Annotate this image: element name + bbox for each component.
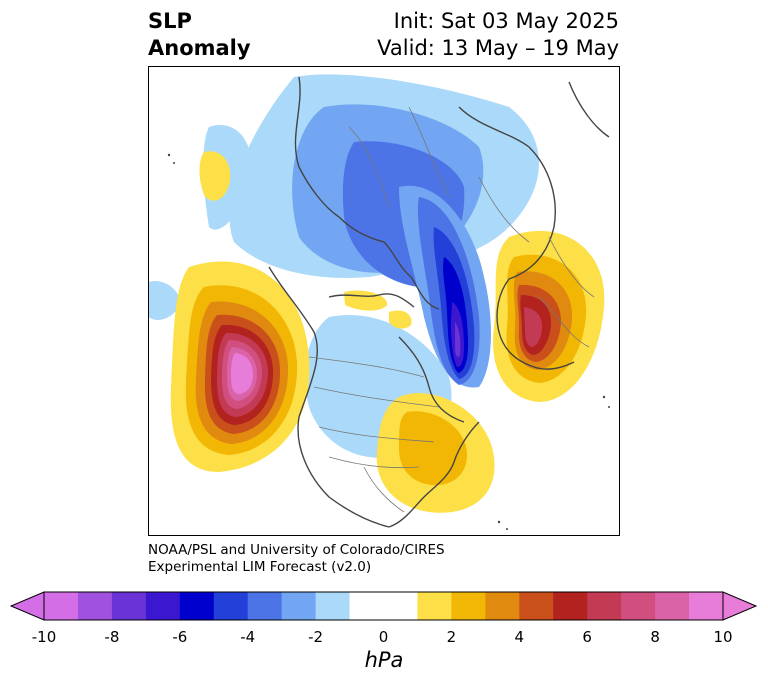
chart-title: SLP Anomaly — [148, 8, 251, 62]
colorbar-tick-label: -4 — [240, 628, 256, 646]
colorbar-tick-label: -6 — [172, 628, 188, 646]
colorbar-tick-label: 4 — [514, 628, 525, 646]
colorbar-segment — [417, 592, 452, 620]
colorbar-segment — [281, 592, 317, 620]
colorbar-segment — [553, 592, 588, 620]
credit-line-1: NOAA/PSL and University of Colorado/CIRE… — [148, 542, 445, 558]
colorbar-unit: hPa — [364, 648, 404, 672]
forecast-dates: Init: Sat 03 May 2025 Valid: 13 May – 19… — [377, 8, 619, 62]
init-date: Init: Sat 03 May 2025 — [393, 9, 619, 33]
islands — [167, 153, 610, 530]
colorbar-segment — [519, 592, 554, 620]
colorbar-segment — [77, 592, 113, 620]
colorbar-segment — [689, 592, 724, 620]
map-svg — [149, 74, 610, 530]
colorbar-segment — [213, 592, 249, 620]
colorbar-tick-label: -2 — [308, 628, 324, 646]
colorbar-tick-label: 0 — [378, 628, 389, 646]
credit-line-2: Experimental LIM Forecast (v2.0) — [148, 559, 372, 575]
colorbar-segment — [383, 592, 418, 620]
colorbar-tick-label: 10 — [713, 628, 733, 646]
slp-anomaly-map — [148, 66, 620, 536]
colorbar-tick-label: 6 — [582, 628, 592, 646]
colorbar-segment — [451, 592, 486, 620]
valid-dates: Valid: 13 May – 19 May — [377, 36, 619, 60]
colorbar-under-arrow — [10, 591, 45, 621]
colorbar-segments — [44, 592, 724, 620]
colorbar — [10, 591, 758, 621]
colorbar-tick-label: -10 — [31, 628, 57, 646]
colorbar-segment — [485, 592, 520, 620]
colorbar-segment — [179, 592, 215, 620]
colorbar-segment — [621, 592, 656, 620]
colorbar-tick-label: 2 — [446, 628, 457, 646]
title-line-2: Anomaly — [148, 36, 251, 60]
colorbar-tick-label: 8 — [650, 628, 660, 646]
colorbar-segment — [111, 592, 147, 620]
colorbar-segment — [44, 592, 79, 620]
colorbar-segment — [145, 592, 181, 620]
colorbar-segment — [587, 592, 622, 620]
north-pacific-high — [170, 261, 310, 472]
colorbar-outline — [43, 591, 724, 621]
colorbar-tick-label: -8 — [104, 628, 120, 646]
coastlines — [268, 76, 610, 528]
country-borders — [308, 106, 595, 513]
europe-high — [493, 230, 605, 402]
colorbar-ticks: -10 -8 -6 -4 -2 0 2 4 6 8 10 — [0, 628, 768, 648]
colorbar-segment — [315, 592, 351, 620]
title-line-1: SLP — [148, 9, 192, 33]
credit-text: NOAA/PSL and University of Colorado/CIRE… — [148, 542, 445, 576]
colorbar-segment — [655, 592, 690, 620]
eastern-us-high — [376, 393, 495, 513]
colorbar-segment — [247, 592, 283, 620]
colorbar-segment — [349, 592, 384, 620]
colorbar-over-arrow — [722, 591, 758, 621]
